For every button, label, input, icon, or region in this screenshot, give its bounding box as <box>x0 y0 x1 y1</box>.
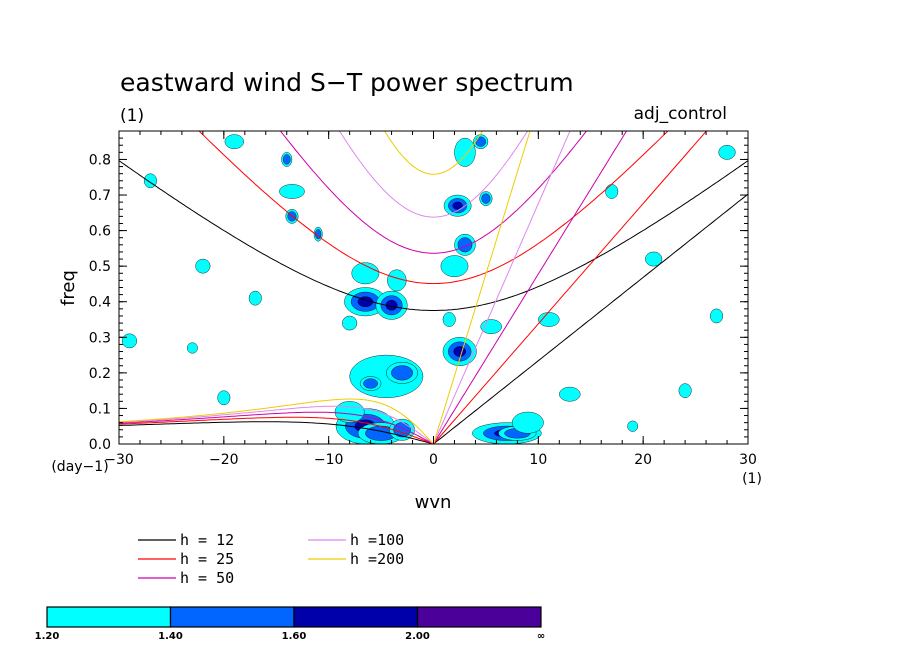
x-tick-label: −20 <box>209 452 239 468</box>
x-tick-label: −10 <box>314 452 344 468</box>
contour-blob <box>453 346 466 357</box>
legend-label-h200: h =200 <box>350 550 404 568</box>
legend-label-h100: h =100 <box>350 531 404 549</box>
x-tick-label: 30 <box>739 452 757 468</box>
contour-blob <box>475 136 486 147</box>
contour-fill-group <box>121 134 736 444</box>
x-tick-label: 0 <box>429 452 438 468</box>
y-tick-label: 0.5 <box>89 259 111 275</box>
contour-blob <box>279 184 305 199</box>
x-tick-label: 10 <box>529 452 547 468</box>
dispersion-curve-ig-h200 <box>384 131 483 175</box>
contour-blob <box>511 411 544 434</box>
dispersion-curve-er-h12 <box>119 421 434 444</box>
contour-blob <box>480 319 502 334</box>
contour-blob <box>282 154 291 165</box>
dispersion-curve-kelvin-h25 <box>433 131 708 444</box>
colorbar: 1.20 1.40 1.60 2.00 ∞ <box>35 606 545 642</box>
legend-label-h25: h = 25 <box>180 550 234 568</box>
contour-blob <box>442 312 456 327</box>
y-tick-label: 0.7 <box>89 188 111 204</box>
contour-blob <box>121 333 138 349</box>
contour-blob <box>718 145 736 160</box>
contour-blob <box>645 251 663 267</box>
colorbar-label: 1.20 <box>35 631 60 642</box>
dispersion-curves-group <box>119 131 748 444</box>
contour-blob <box>217 390 231 406</box>
y-unit-label: (day−1) <box>51 459 108 475</box>
legend-label-h12: h = 12 <box>180 531 234 549</box>
dispersion-curve-kelvin-h100 <box>433 131 571 444</box>
axes-group: −30 −20 −10 0 10 20 30 0.0 0.1 0.2 0.3 0.4 0.5 0.6 0.7… <box>89 130 757 468</box>
chart-title: eastward wind S−T power spectrum <box>120 68 574 97</box>
dispersion-curve-er-h50 <box>119 411 434 444</box>
contour-blob <box>248 290 262 306</box>
contour-blob <box>363 378 378 389</box>
dispersion-curve-er-h100 <box>119 405 434 444</box>
contour-blob <box>391 365 413 381</box>
y-tick-label: 0.0 <box>89 437 111 453</box>
colorbar-swatch <box>416 606 542 628</box>
contour-blob <box>342 315 358 331</box>
y-tick-label: 0.2 <box>89 366 111 382</box>
colorbar-swatch <box>169 606 295 628</box>
contour-blob <box>186 342 198 354</box>
contour-blob <box>605 184 619 199</box>
contour-blob <box>452 201 463 210</box>
dispersion-curve-kelvin-h12 <box>433 193 748 444</box>
colorbar-label: ∞ <box>537 631 545 642</box>
y-tick-label: 0.4 <box>89 295 111 311</box>
dispersion-curve-kelvin-h200 <box>433 131 531 444</box>
dispersion-curve-ig-h12 <box>119 160 748 311</box>
dispersion-curve-ig-h25 <box>198 131 669 285</box>
x-axis-label: wvn <box>415 492 452 513</box>
contour-blob <box>224 134 244 149</box>
contour-blob <box>710 308 724 324</box>
contour-blob <box>454 137 476 167</box>
contour-blob <box>678 383 692 398</box>
contour-blob <box>481 193 491 204</box>
chart-subtitle-right: adj_control <box>634 104 727 124</box>
contour-blob <box>627 420 639 432</box>
dispersion-curve-ig-h100 <box>338 131 529 218</box>
dispersion-curve-er-h200 <box>119 398 434 444</box>
contour-blob <box>440 255 469 278</box>
legend-label-h50: h = 50 <box>180 569 234 587</box>
contour-blob <box>195 258 211 274</box>
y-tick-label: 0.3 <box>89 330 111 346</box>
y-tick-label: 0.8 <box>89 152 111 168</box>
x-unit-label: (1) <box>742 471 762 487</box>
chart-subtitle-left: (1) <box>120 106 144 126</box>
dispersion-curve-ig-h50 <box>279 131 588 254</box>
colorbar-swatch <box>293 606 419 628</box>
y-axis-label: freq <box>58 270 79 306</box>
dispersion-curve-kelvin-h50 <box>433 131 628 444</box>
y-tick-label: 0.1 <box>89 401 111 417</box>
colorbar-label: 1.40 <box>158 631 183 642</box>
colorbar-label: 1.60 <box>282 631 307 642</box>
colorbar-label: 2.00 <box>405 631 430 642</box>
contour-blob <box>559 386 581 402</box>
colorbar-swatch <box>46 606 172 628</box>
plot-frame <box>118 130 749 445</box>
dispersion-curve-er-h25 <box>119 416 434 444</box>
contour-blob <box>457 237 473 253</box>
contour-blob <box>351 262 380 285</box>
y-tick-label: 0.6 <box>89 224 111 240</box>
x-tick-label: 20 <box>634 452 652 468</box>
x-tick-label: −30 <box>104 452 134 468</box>
